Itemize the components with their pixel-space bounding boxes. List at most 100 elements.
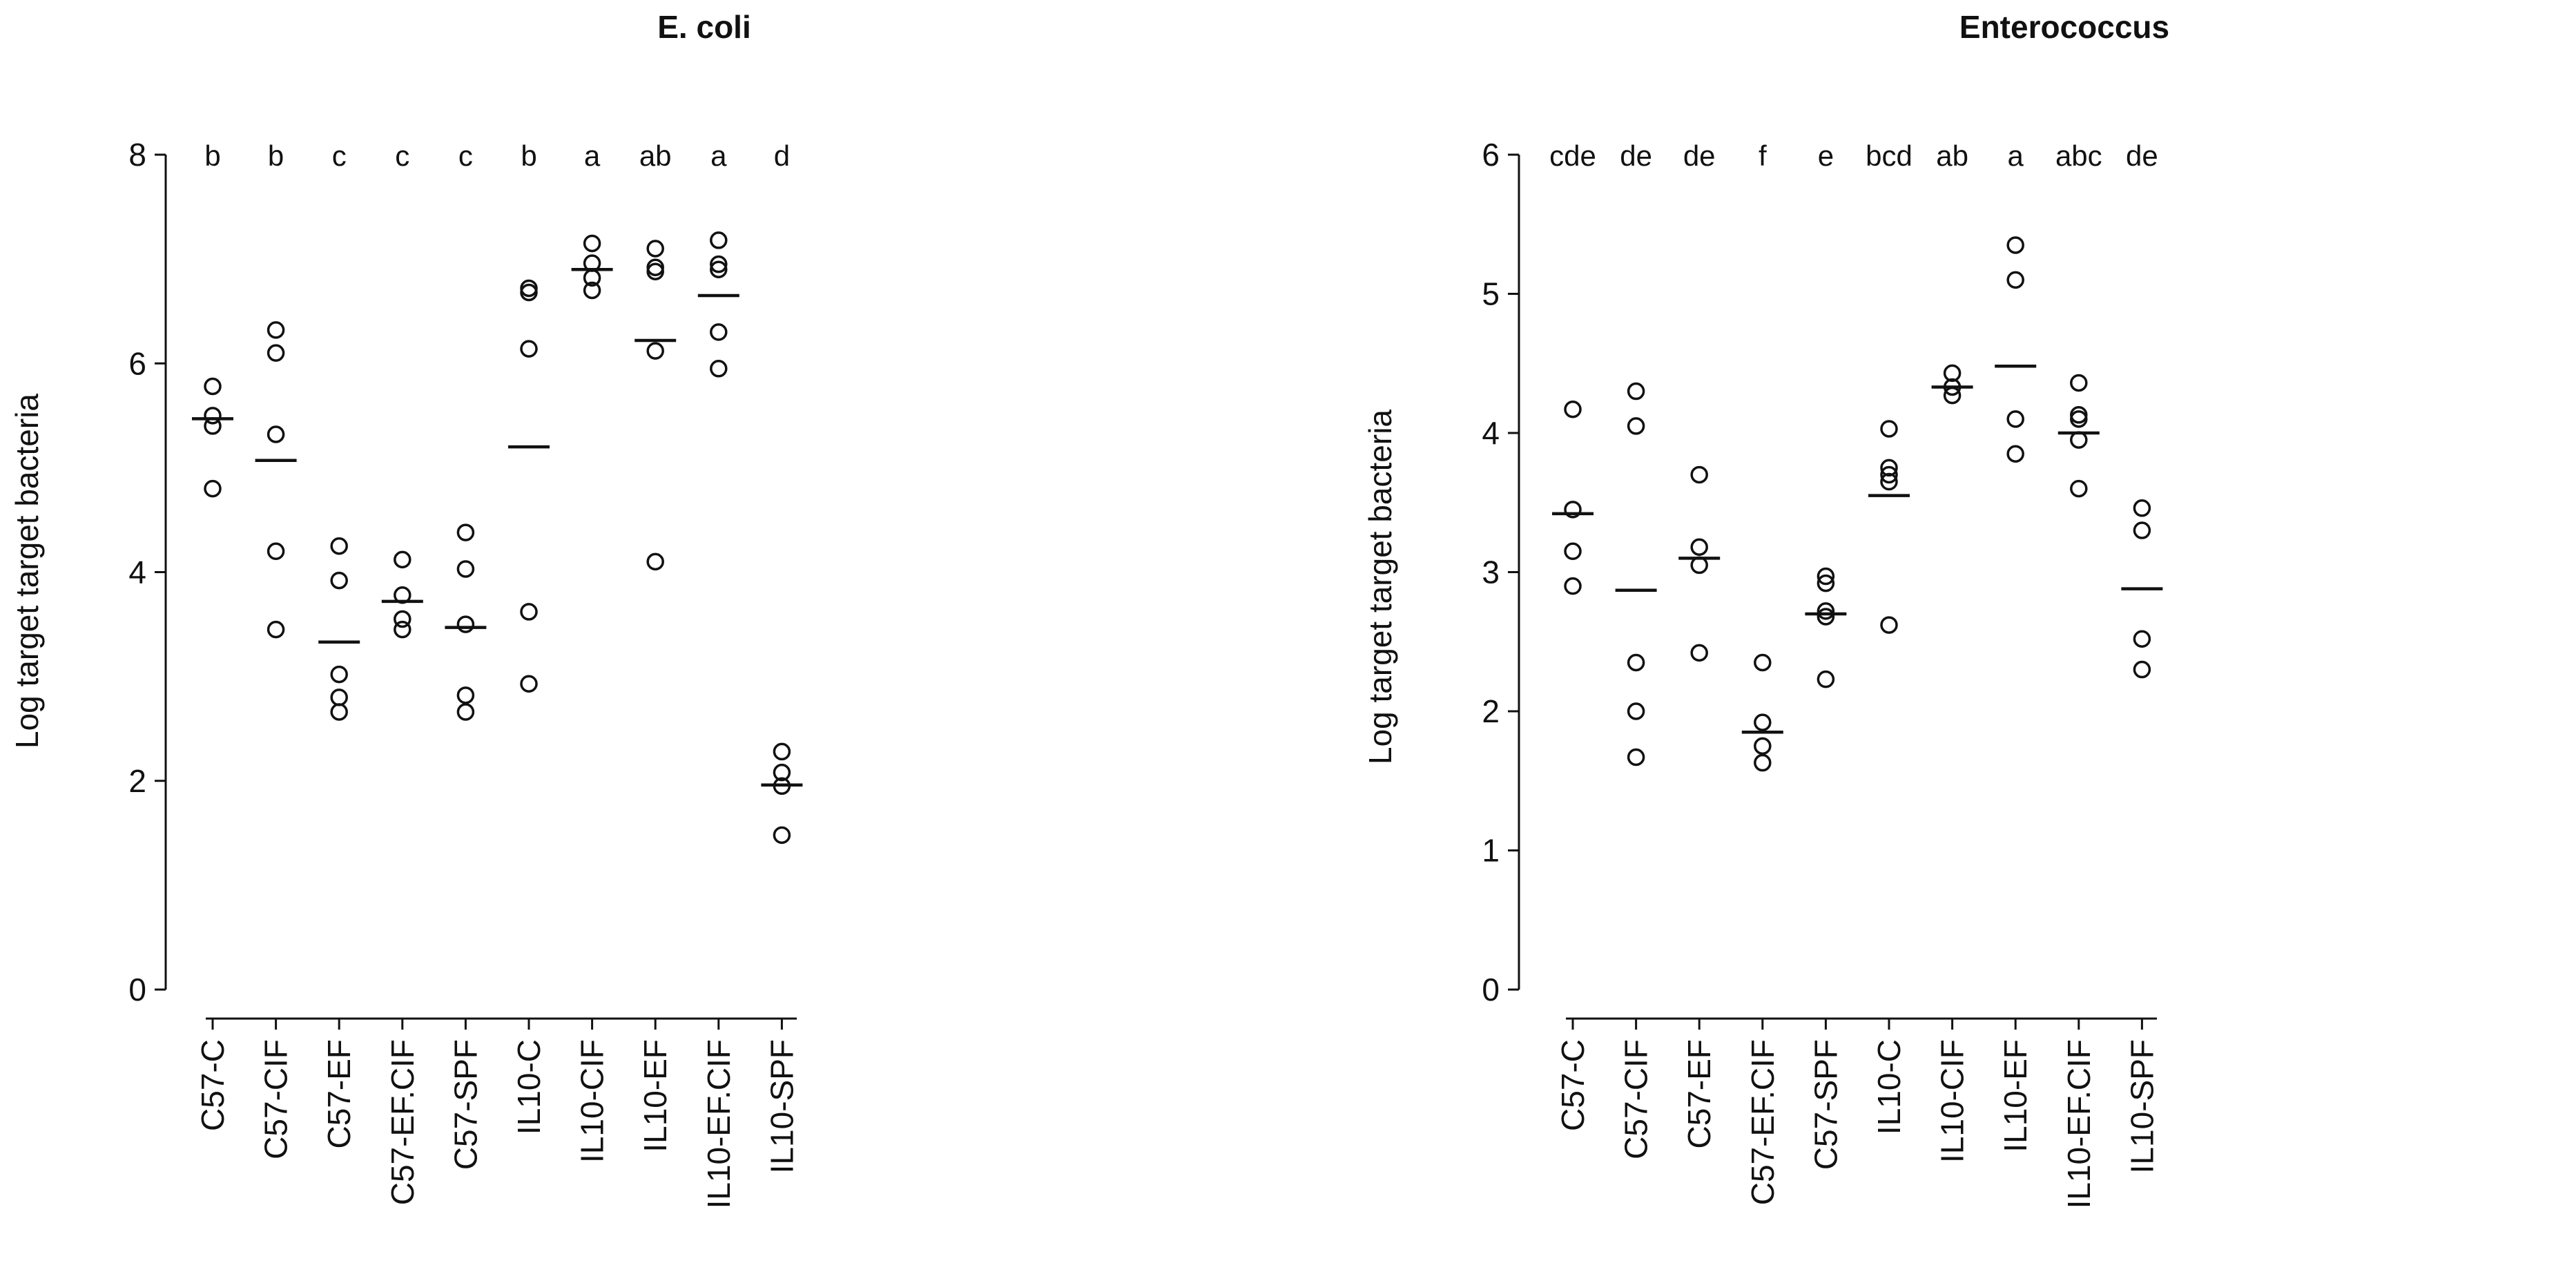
data-point (1880, 465, 1898, 484)
data-point (267, 542, 285, 561)
y-tick-label: 8 (128, 137, 146, 173)
data-point (330, 537, 348, 555)
ecoli-panel: E. coli Log target target bacteria 0 2 4 6 8… (9, 9, 803, 1208)
data-point (710, 255, 728, 273)
y-tick-label: 4 (128, 555, 146, 590)
data-point (773, 826, 791, 845)
x-tick-label: IL10-CIF (1935, 1039, 1970, 1163)
data-point (1627, 382, 1645, 401)
significance-letter: a (2008, 139, 2024, 172)
data-point (1754, 713, 1772, 731)
data-point (1754, 653, 1772, 672)
significance-letter: f (1759, 139, 1767, 172)
significance-letter: de (1683, 139, 1716, 172)
data-point (330, 703, 348, 721)
significance-letter: ab (1936, 139, 1968, 172)
significance-letter: b (521, 139, 536, 172)
x-tick-label: IL10-EF (637, 1039, 673, 1153)
data-point (1880, 472, 1898, 491)
data-point (330, 688, 348, 706)
data-point (267, 344, 285, 362)
significance-letter: c (395, 139, 409, 172)
significance-letter: a (710, 139, 727, 172)
data-point (330, 571, 348, 590)
data-point (1627, 417, 1645, 435)
x-tick-label: IL10-EF (1997, 1039, 2033, 1153)
data-point (394, 620, 411, 639)
y-tick-label: 5 (1482, 276, 1500, 312)
x-tick-label: C57-EF (321, 1039, 357, 1148)
data-point (2133, 660, 2151, 679)
data-point (1817, 567, 1835, 586)
significance-letter: b (204, 139, 220, 172)
x-tick-label: IL10-C (511, 1039, 547, 1135)
significance-letter: cde (1549, 139, 1596, 172)
data-point (1564, 577, 1582, 595)
data-point (1817, 670, 1835, 688)
data-point (710, 323, 728, 341)
x-tick-label: C57-EF.CIF (385, 1039, 420, 1205)
data-point (204, 377, 222, 396)
data-point (773, 742, 791, 761)
data-point (520, 603, 538, 621)
data-point (1817, 574, 1835, 592)
data-point (394, 610, 411, 628)
chart-title: E. coli (657, 9, 750, 45)
x-tick-label: C57-SPF (1808, 1039, 1843, 1170)
data-point (1564, 400, 1582, 418)
x-tick-label: C57-EF (1681, 1039, 1717, 1148)
data-point (2070, 374, 2088, 392)
data-point (267, 425, 285, 443)
y-axis-label: Log target target bacteria (1362, 409, 1398, 764)
data-point (710, 260, 728, 278)
data-point (2070, 410, 2088, 428)
data-point (520, 340, 538, 358)
data-point (1690, 538, 1708, 556)
data-point (2070, 431, 2088, 449)
x-tick-label: C57-CIF (258, 1039, 294, 1159)
x-tick-label: C57-EF.CIF (1745, 1039, 1781, 1205)
data-point (646, 552, 664, 571)
x-tick-label: C57-SPF (447, 1039, 483, 1170)
significance-letter: e (1818, 139, 1834, 172)
data-point (456, 703, 475, 721)
data-point (1880, 616, 1898, 634)
y-axis-label: Log target target bacteria (9, 394, 45, 749)
data-point (520, 283, 538, 302)
data-point (1943, 364, 1962, 383)
data-point (1880, 459, 1898, 477)
significance-letter: ab (639, 139, 672, 172)
data-point (456, 686, 475, 704)
data-point (2006, 271, 2024, 289)
data-point (1817, 608, 1835, 626)
y-tick-label: 2 (128, 763, 146, 799)
y-tick-label: 1 (1482, 833, 1500, 869)
significance-letter: c (332, 139, 347, 172)
data-point (2006, 410, 2024, 428)
x-tick-label: C57-CIF (1618, 1039, 1654, 1159)
data-point (2133, 630, 2151, 648)
data-point (267, 620, 285, 639)
data-point (520, 675, 538, 693)
y-tick-label: 2 (1482, 693, 1500, 729)
y-tick-label: 3 (1482, 555, 1500, 590)
data-point (646, 240, 664, 258)
data-point (456, 523, 475, 541)
data-point (2070, 479, 2088, 498)
significance-letter: a (584, 139, 601, 172)
data-point (1564, 501, 1582, 519)
x-tick-label: IL10-EF.CIF (2061, 1039, 2097, 1208)
x-tick-label: IL10-SPF (2124, 1039, 2160, 1173)
data-point (710, 360, 728, 378)
significance-letter: c (458, 139, 473, 172)
data-point (1627, 653, 1645, 672)
x-tick-label: IL10-C (1871, 1039, 1907, 1135)
data-point (1690, 556, 1708, 575)
data-point (583, 281, 601, 300)
data-point (1754, 737, 1772, 755)
enterococcus-panel: Enterococcus Log target target bacteria … (1362, 9, 2169, 1208)
data-point (1880, 420, 1898, 438)
data-point (2133, 521, 2151, 539)
significance-letter: de (1620, 139, 1652, 172)
